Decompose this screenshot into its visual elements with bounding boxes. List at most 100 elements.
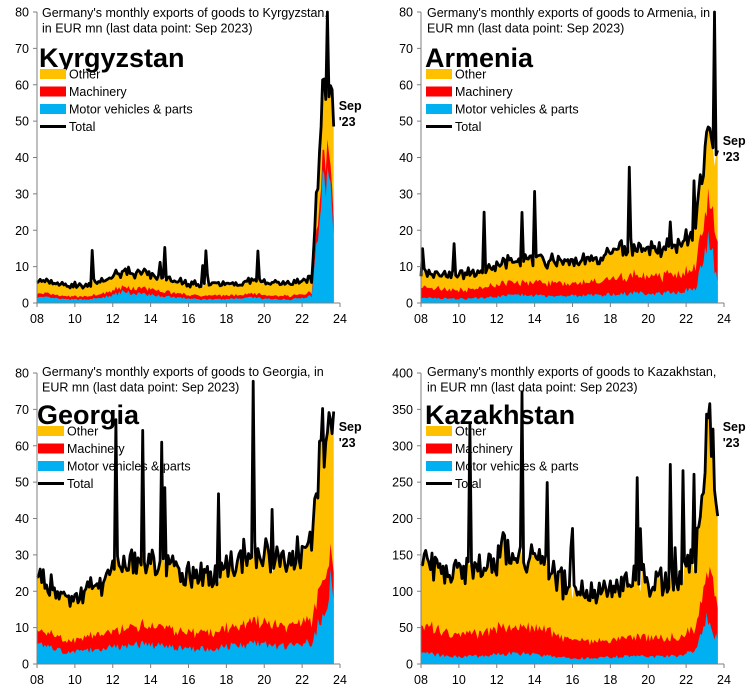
x-tick-label: 22 [295, 312, 309, 326]
y-tick-label: 20 [15, 224, 29, 238]
y-tick-label: 20 [399, 224, 413, 238]
y-tick-label: 60 [15, 78, 29, 92]
chart-title-line2: in EUR mn (last data point: Sep 2023) [427, 381, 638, 395]
x-tick-label: 16 [182, 673, 196, 687]
y-tick-label: 70 [15, 42, 29, 56]
x-tick-label: 08 [414, 673, 428, 687]
motor-area [37, 568, 334, 664]
machinery-area [421, 566, 718, 664]
x-tick-label: 12 [106, 673, 120, 687]
legend-total-label: Total [455, 120, 481, 134]
legend-machinery-swatch [426, 443, 452, 454]
x-tick-label: 18 [603, 312, 617, 326]
y-tick-label: 40 [15, 151, 29, 165]
y-tick-label: 0 [406, 297, 413, 311]
x-tick-label: 20 [257, 312, 271, 326]
other-area [421, 403, 718, 664]
end-label-year: '23 [723, 150, 740, 164]
y-tick-label: 10 [15, 260, 29, 274]
legend-other-swatch [40, 69, 66, 79]
legend-other-label: Other [69, 68, 100, 82]
y-tick-label: 80 [15, 367, 29, 381]
legend-other-swatch [38, 426, 64, 436]
total-line [420, 390, 720, 605]
x-tick-label: 10 [452, 312, 466, 326]
chart-title-line1: Germany's monthly exports of goods to Ar… [427, 6, 710, 20]
chart-panel-georgia: 0 10 20 30 40 50 60 70 80 08 10 12 14 16 18 20 22 24 Germa… [15, 365, 362, 687]
end-label-month: Sep [339, 99, 362, 113]
legend-motor-swatch [426, 104, 452, 114]
y-tick-label: 40 [399, 151, 413, 165]
x-tick-label: 24 [717, 673, 731, 687]
legend-machinery-swatch [38, 443, 64, 454]
x-tick-label: 10 [68, 312, 82, 326]
y-tick-label: 80 [15, 6, 29, 20]
x-tick-label: 18 [219, 673, 233, 687]
other-area [421, 126, 718, 304]
x-tick-label: 10 [68, 673, 82, 687]
x-tick-label: 14 [528, 312, 542, 326]
legend-machinery-label: Machinery [455, 85, 513, 99]
x-tick-label: 22 [679, 673, 693, 687]
legend-other-swatch [426, 426, 452, 436]
legend-motor-swatch [38, 461, 64, 471]
machinery-area [37, 543, 334, 664]
country-label: Kazakhstan [425, 400, 575, 430]
x-tick-label: 18 [219, 312, 233, 326]
legend-other-label: Other [67, 425, 98, 439]
x-tick-label: 08 [30, 312, 44, 326]
machinery-area [37, 139, 334, 303]
y-tick-label: 10 [399, 260, 413, 274]
legend-motor-label: Motor vehicles & parts [67, 460, 191, 474]
x-tick-label: 16 [566, 673, 580, 687]
y-tick-label: 50 [15, 115, 29, 129]
legend-machinery-label: Machinery [455, 442, 513, 456]
x-tick-label: 08 [414, 312, 428, 326]
chart-panel-armenia: 0 10 20 30 40 50 60 70 80 08 10 12 14 16 18 20 22 24 Germa… [399, 6, 746, 327]
legend-total-label: Total [67, 477, 93, 491]
y-tick-label: 100 [392, 585, 413, 599]
country-label: Armenia [425, 43, 534, 73]
y-tick-label: 30 [15, 548, 29, 562]
legend-machinery-swatch [426, 86, 452, 97]
y-tick-label: 60 [15, 439, 29, 453]
x-tick-label: 12 [490, 673, 504, 687]
legend-other-label: Other [455, 68, 486, 82]
legend-motor-swatch [40, 104, 66, 114]
motor-area [421, 230, 718, 303]
end-label-year: '23 [723, 436, 740, 450]
chart-title-line1: Germany's monthly exports of goods to Ge… [42, 365, 324, 379]
y-tick-label: 80 [399, 6, 413, 20]
x-tick-label: 24 [333, 312, 347, 326]
legend-motor-label: Motor vehicles & parts [69, 103, 193, 117]
total-line [419, 10, 720, 281]
legend-machinery-swatch [40, 86, 66, 97]
x-tick-label: 14 [528, 673, 542, 687]
end-label-year: '23 [339, 436, 356, 450]
chart-panel-kazakhstan: 0 50 100 150 200 250 300 350 400 08 10 12 14 16 18 20 22… [392, 365, 746, 687]
chart-title-line2: EUR mn (last data point: Sep 2023) [427, 22, 624, 36]
legend-total-label: Total [455, 477, 481, 491]
y-tick-label: 70 [399, 42, 413, 56]
x-tick-label: 14 [144, 673, 158, 687]
y-tick-label: 10 [15, 621, 29, 635]
y-tick-label: 40 [15, 512, 29, 526]
chart-title-line2: EUR mn (last data point: Sep 2023) [42, 381, 239, 395]
chart-title-line1: Germany's monthly exports of goods to Ka… [427, 365, 716, 379]
total-line [36, 10, 336, 290]
y-tick-label: 30 [399, 187, 413, 201]
x-tick-label: 24 [333, 673, 347, 687]
end-label-month: Sep [723, 134, 746, 148]
legend-motor-label: Motor vehicles & parts [455, 103, 579, 117]
legend-other-swatch [426, 69, 452, 79]
x-tick-label: 14 [144, 312, 158, 326]
y-tick-label: 200 [392, 512, 413, 526]
chart-title-line1: Germany's monthly exports of goods to Ky… [42, 6, 328, 20]
x-tick-label: 16 [182, 312, 196, 326]
x-tick-label: 20 [257, 673, 271, 687]
legend-total-label: Total [69, 120, 95, 134]
y-tick-label: 50 [399, 115, 413, 129]
x-tick-label: 20 [641, 312, 655, 326]
y-tick-label: 350 [392, 403, 413, 417]
